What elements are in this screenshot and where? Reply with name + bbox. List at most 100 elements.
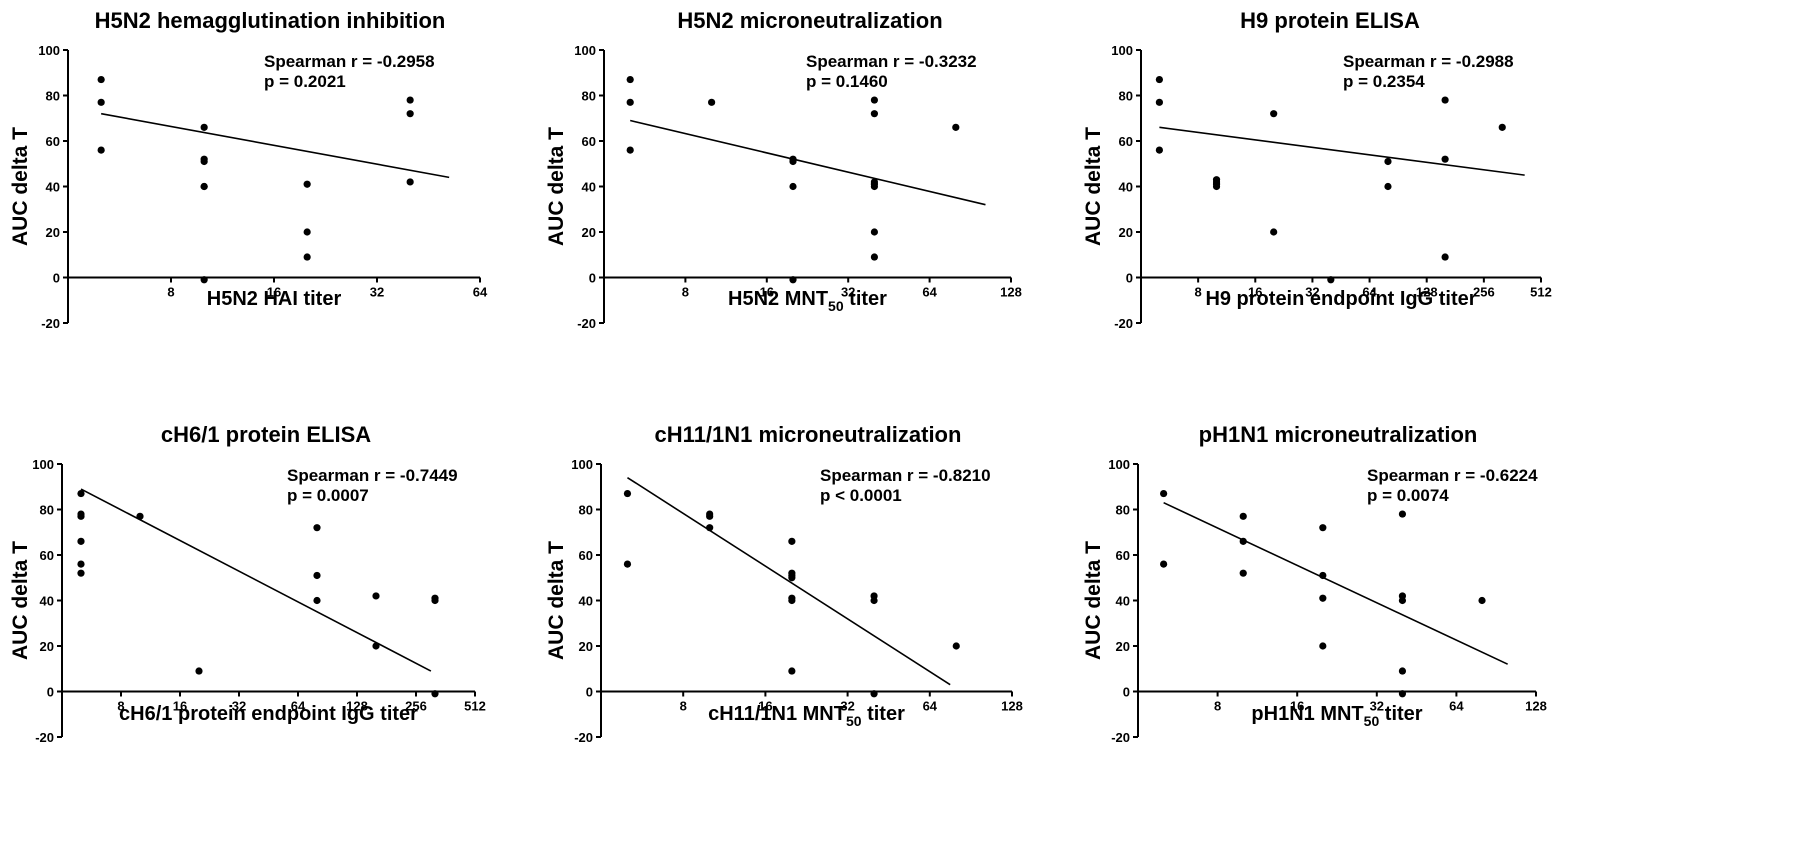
- x-tick-label: 8: [680, 699, 687, 714]
- data-point: [870, 253, 879, 261]
- y-tick-label: 60: [1119, 134, 1133, 149]
- regression-line: [1159, 126, 1525, 176]
- data-point: [1478, 596, 1486, 605]
- data-point: [303, 253, 311, 261]
- x-tick-label: 64: [922, 285, 937, 300]
- y-tick-label: -20: [35, 730, 54, 745]
- data-point: [1441, 155, 1449, 163]
- data-point: [1319, 524, 1327, 532]
- data-point: [623, 560, 632, 568]
- x-axis-label-main: H9 protein endpoint IgG titer: [1205, 288, 1476, 310]
- data-point: [870, 228, 879, 236]
- x-axis-label: pH1N1 MNT50 titer: [1251, 703, 1422, 729]
- data-point: [77, 537, 85, 545]
- x-axis-label-main: H5N2 MNT: [728, 288, 828, 310]
- x-tick-label: 128: [1000, 285, 1022, 300]
- y-tick-label: 40: [582, 180, 596, 195]
- y-axis-label: AUC delta T: [1082, 127, 1105, 246]
- y-tick-label: 60: [579, 548, 593, 563]
- y-tick-label: 0: [1123, 685, 1130, 700]
- y-tick-label: 20: [1116, 639, 1130, 654]
- chart-title: cH11/1N1 microneutralization: [655, 422, 962, 447]
- x-axis-label-main: cH11/1N1 MNT: [708, 703, 846, 725]
- y-tick-label: 60: [582, 134, 596, 149]
- y-tick-label: 80: [1116, 503, 1130, 518]
- x-tick-label: 32: [370, 285, 384, 300]
- data-point: [97, 146, 105, 154]
- data-point: [200, 157, 208, 166]
- data-point: [789, 276, 797, 284]
- spearman-r-label: Spearman r = -0.2988: [1343, 52, 1514, 71]
- y-tick-label: 0: [47, 685, 54, 700]
- data-point: [1398, 690, 1407, 698]
- data-point: [372, 592, 380, 600]
- y-tick-label: 0: [53, 271, 60, 286]
- data-point: [431, 690, 439, 698]
- data-point: [706, 512, 714, 520]
- y-tick-label: 40: [1119, 180, 1133, 195]
- y-tick-label: 80: [1119, 89, 1133, 104]
- data-point: [77, 489, 85, 498]
- p-value-label: p = 0.2021: [264, 72, 346, 91]
- x-tick-label: 32: [1305, 285, 1319, 300]
- y-tick-label: 60: [40, 548, 54, 563]
- p-value-label: p = 0.0007: [287, 486, 369, 505]
- data-point: [788, 667, 796, 675]
- data-point: [200, 182, 208, 191]
- data-point: [1270, 228, 1278, 236]
- data-point: [313, 596, 321, 605]
- data-point: [952, 642, 960, 650]
- data-point: [1155, 98, 1163, 106]
- data-point: [788, 574, 796, 582]
- x-axis-label-suffix: titer: [844, 288, 888, 310]
- p-value-label: p = 0.2354: [1343, 72, 1425, 91]
- data-point: [870, 182, 879, 191]
- chart-panel-4: cH6/1 protein ELISA -20 0 20 40 60 80 100 8 16 32 6…: [9, 422, 486, 745]
- data-point: [1398, 667, 1407, 675]
- data-point: [1270, 110, 1278, 118]
- chart-title: pH1N1 microneutralization: [1199, 422, 1478, 447]
- chart-panel-6: pH1N1 microneutralization -20 0 20 40 60 80 100…: [1082, 422, 1547, 745]
- data-point: [1319, 594, 1327, 602]
- data-point: [1155, 75, 1163, 84]
- y-axis-label: AUC delta T: [545, 541, 568, 660]
- y-tick-label: 0: [1126, 271, 1133, 286]
- x-tick-label: 128: [346, 699, 368, 714]
- spearman-r-label: Spearman r = -0.8210: [820, 466, 991, 485]
- data-point: [313, 524, 321, 532]
- data-point: [97, 75, 105, 84]
- x-tick-label: 512: [1530, 285, 1552, 300]
- data-point: [195, 667, 203, 675]
- y-tick-label: -20: [1114, 316, 1133, 331]
- chart-panel-3: H9 protein ELISA -20 0 20 40 60 80 100 8 16 32 64 12…: [1082, 8, 1552, 331]
- chart-title: H5N2 hemagglutination inhibition: [95, 8, 446, 33]
- x-tick-label: 8: [167, 285, 174, 300]
- y-tick-label: 100: [571, 457, 593, 472]
- data-point: [431, 596, 439, 605]
- x-tick-label: 16: [760, 285, 774, 300]
- y-tick-label: -20: [577, 316, 596, 331]
- x-tick-label: 8: [682, 285, 689, 300]
- x-axis-label: H9 protein endpoint IgG titer: [1205, 288, 1476, 310]
- x-tick-label: 64: [291, 699, 306, 714]
- x-axis-label-subscript: 50: [1364, 713, 1380, 729]
- data-point: [1398, 510, 1407, 518]
- x-tick-label: 64: [1449, 699, 1464, 714]
- x-tick-label: 16: [758, 699, 772, 714]
- data-point: [77, 569, 85, 577]
- regression-line: [630, 119, 986, 206]
- data-point: [1212, 182, 1221, 191]
- data-point: [626, 98, 634, 106]
- x-tick-label: 8: [1214, 699, 1221, 714]
- p-value-label: p < 0.0001: [820, 486, 902, 505]
- data-point: [200, 276, 208, 284]
- data-point: [788, 596, 796, 605]
- data-point: [1239, 569, 1247, 577]
- y-axis-label: AUC delta T: [545, 127, 568, 246]
- x-axis-label-subscript: 50: [828, 298, 844, 314]
- data-point: [1327, 276, 1335, 284]
- x-axis-label-suffix: titer: [1379, 703, 1423, 725]
- x-axis-label: H5N2 MNT50 titer: [728, 288, 887, 314]
- y-tick-label: 60: [46, 134, 60, 149]
- x-tick-label: 8: [1195, 285, 1202, 300]
